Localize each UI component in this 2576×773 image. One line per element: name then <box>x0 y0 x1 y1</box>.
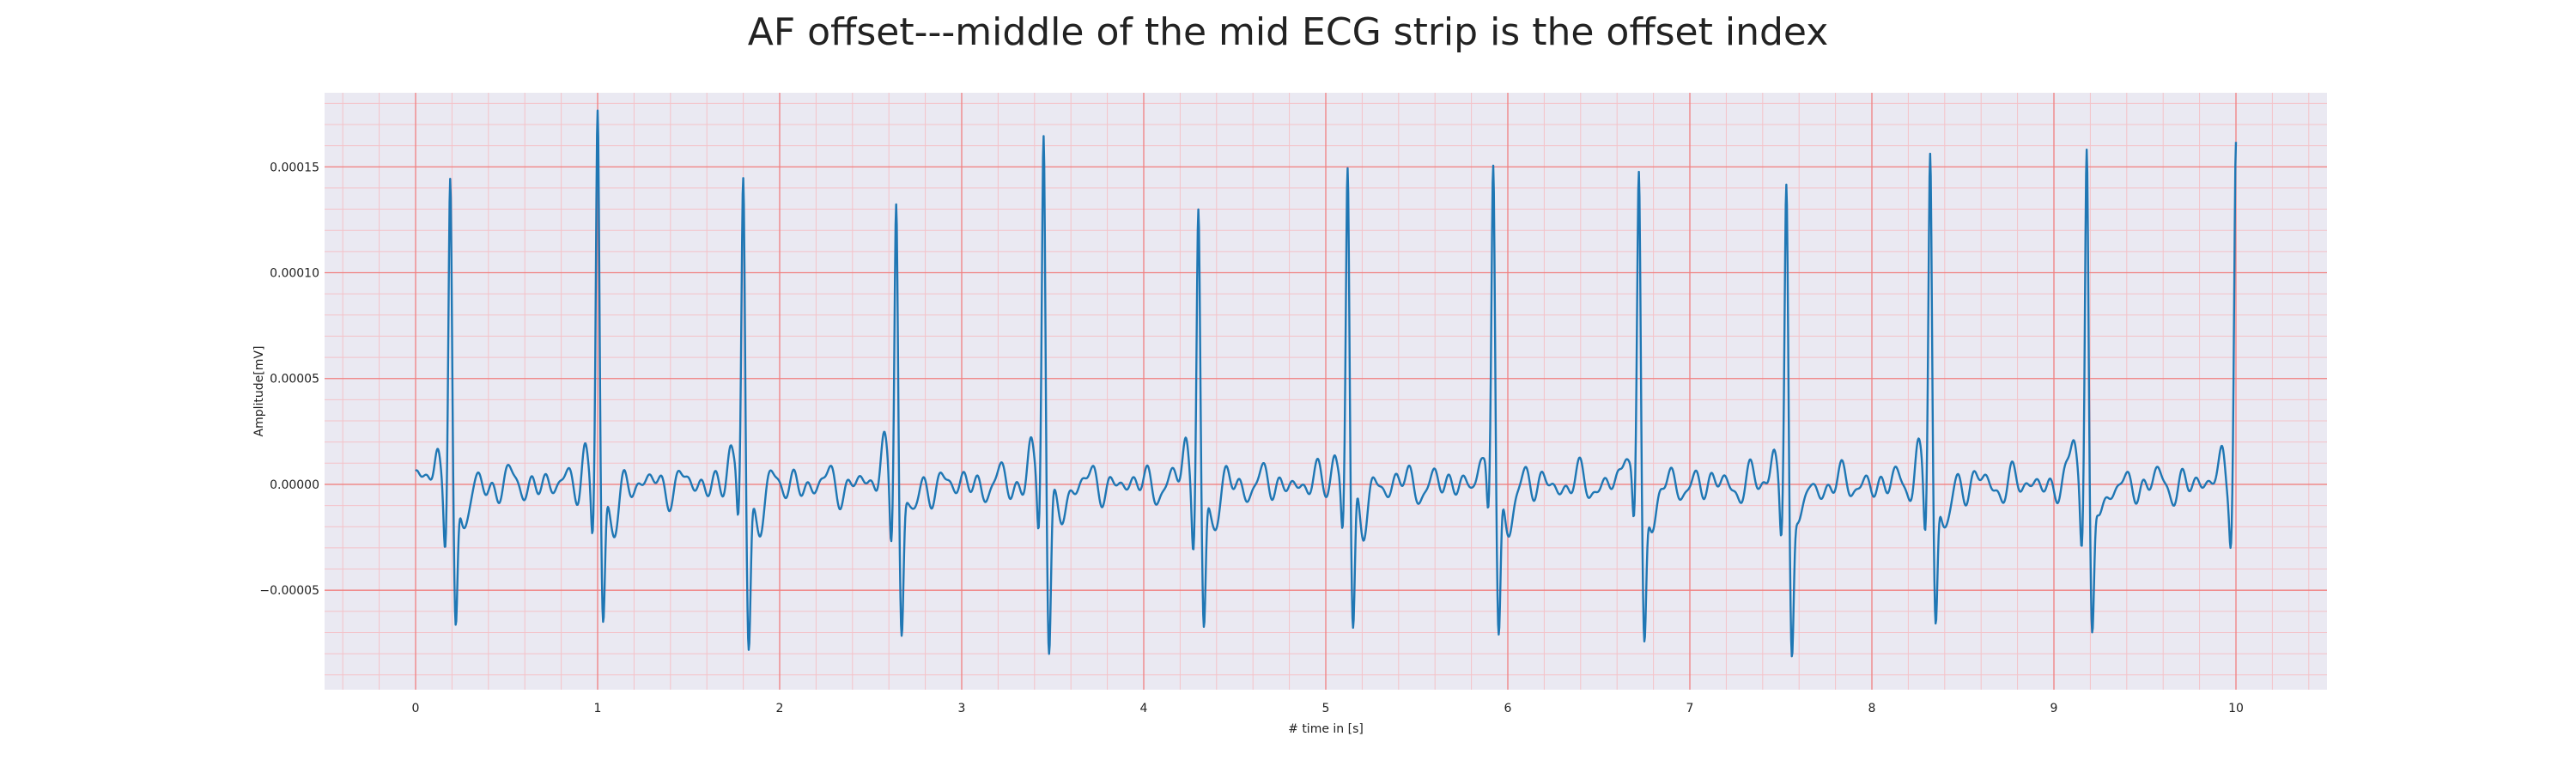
x-tick-labels: 0 1 2 3 4 5 6 7 8 9 10 <box>412 702 2244 715</box>
x-tick-label: 3 <box>958 702 966 715</box>
x-tick-label: 8 <box>1868 702 1876 715</box>
y-tick-label: 0.00000 <box>270 478 319 492</box>
y-tick-label: 0.00015 <box>270 161 319 174</box>
y-axis-label: Amplitude[mV] <box>252 346 266 437</box>
chart-title: AF offset---middle of the mid ECG strip … <box>748 10 1829 54</box>
x-tick-label: 5 <box>1322 702 1330 715</box>
y-tick-labels: −0.00005 0.00000 0.00005 0.00010 0.00015 <box>259 161 319 598</box>
x-tick-label: 7 <box>1686 702 1694 715</box>
y-tick-label: −0.00005 <box>259 584 319 598</box>
x-tick-label: 6 <box>1504 702 1512 715</box>
x-tick-label: 9 <box>2050 702 2058 715</box>
x-axis-label: # time in [s] <box>1288 722 1364 736</box>
y-tick-label: 0.00010 <box>270 266 319 280</box>
x-tick-label: 2 <box>776 702 784 715</box>
x-tick-label: 10 <box>2228 702 2244 715</box>
series-line <box>415 109 2238 658</box>
x-tick-label: 4 <box>1140 702 1148 715</box>
x-tick-label: 0 <box>412 702 420 715</box>
major-grid <box>325 93 2327 690</box>
y-tick-label: 0.00005 <box>270 373 319 386</box>
x-tick-label: 1 <box>594 702 602 715</box>
